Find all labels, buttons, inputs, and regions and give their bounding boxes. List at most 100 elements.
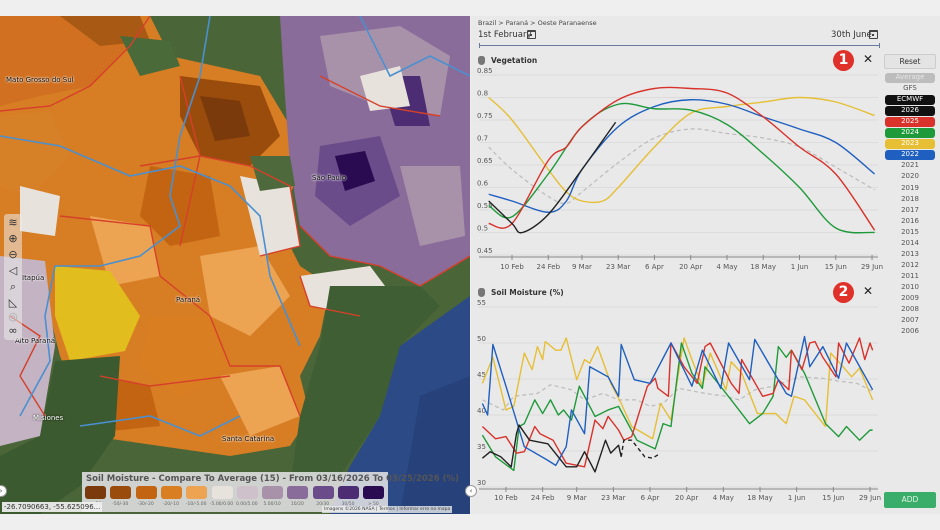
- start-date[interactable]: 1st February: [478, 30, 532, 40]
- y-tick-label: 0.5: [477, 225, 488, 233]
- x-tick-label: 10 Feb: [494, 494, 518, 502]
- vegetation-chart-header: Vegetation: [478, 56, 537, 65]
- zoom-in-icon[interactable]: ⊕: [8, 232, 18, 245]
- series-line-2026: [481, 424, 622, 473]
- series-toggle-2026[interactable]: 2026: [885, 106, 935, 116]
- x-tick-label: 6 Apr: [641, 494, 660, 502]
- y-tick-label: 0.8: [477, 90, 488, 98]
- drag-handle-icon[interactable]: [478, 56, 485, 65]
- series-toggle-2008[interactable]: 2008: [901, 305, 919, 314]
- series-line-2023: [488, 96, 875, 204]
- end-date[interactable]: 30th June: [831, 30, 872, 40]
- close-chart-button[interactable]: ✕: [863, 52, 874, 66]
- chart-panel: Brazil > Paraná > Oeste Paranaense 1st F…: [471, 16, 940, 514]
- x-tick-label: 10 Feb: [500, 263, 524, 271]
- layers-icon[interactable]: ≋: [8, 216, 18, 229]
- series-toggle-2014[interactable]: 2014: [901, 238, 919, 247]
- end-calendar-icon[interactable]: [869, 30, 878, 39]
- x-tick-label: 24 Feb: [531, 494, 555, 502]
- series-toggle-2012[interactable]: 2012: [901, 260, 919, 269]
- legend-label: 5.00/10: [263, 502, 281, 507]
- link-icon[interactable]: ∞: [8, 324, 18, 337]
- series-toggle-average[interactable]: Average: [885, 73, 935, 83]
- y-tick-label: 0.85: [477, 67, 493, 75]
- legend-label: 20/30: [316, 502, 330, 507]
- legend-swatch: [363, 486, 385, 499]
- close-chart-button[interactable]: ✕: [863, 284, 874, 298]
- zoom-out-icon[interactable]: ⊖: [8, 248, 18, 261]
- target-icon[interactable]: ◎: [8, 310, 18, 323]
- series-toggle-2015[interactable]: 2015: [901, 227, 919, 236]
- ruler-icon[interactable]: ◺: [8, 296, 18, 309]
- cursor-coordinates: -26.7090663, -55.625096...: [2, 502, 103, 512]
- legend-label: 0.00/5.00: [236, 502, 258, 507]
- series-toggle-2010[interactable]: 2010: [901, 282, 919, 291]
- legend-swatch: [338, 486, 359, 499]
- series-toggle-2023[interactable]: 2023: [885, 139, 935, 149]
- series-toggle-2006[interactable]: 2006: [901, 327, 919, 336]
- series-line-2024: [488, 102, 875, 234]
- series-line-2025: [481, 337, 874, 468]
- navigate-icon[interactable]: ◁: [8, 264, 18, 277]
- legend-swatch: [110, 486, 132, 499]
- series-toggle-2019[interactable]: 2019: [901, 183, 919, 192]
- series-toggle-2022[interactable]: 2022: [885, 150, 935, 160]
- x-tick-label: 29 Jun: [861, 263, 883, 271]
- drag-handle-icon[interactable]: [478, 288, 485, 297]
- x-tick-label: 15 Jun: [825, 263, 847, 271]
- y-tick-label: 30: [477, 479, 486, 487]
- x-tick-label: 23 Mar: [601, 494, 625, 502]
- map-label-alto-parana: Alto Paraná: [15, 337, 56, 345]
- series-line-average: [482, 376, 873, 411]
- series-toggle-2018[interactable]: 2018: [901, 194, 919, 203]
- series-line-average: [488, 128, 875, 205]
- legend-swatch: [262, 486, 284, 499]
- map-view[interactable]: Mato Grosso do Sul São Paulo Paraná Sant…: [0, 16, 470, 514]
- x-tick-label: 1 Jun: [791, 263, 809, 271]
- series-line-2026-forecast: [620, 439, 661, 459]
- legend-label: -50/-30: [112, 502, 129, 507]
- series-toggle-2009[interactable]: 2009: [901, 294, 919, 302]
- search-icon[interactable]: ⌕: [9, 280, 17, 293]
- x-tick-label: 18 May: [750, 263, 776, 271]
- y-tick-label: 0.7: [477, 135, 488, 143]
- map-label-santa-catarina: Santa Catarina: [222, 435, 275, 443]
- series-line-2022: [488, 99, 876, 213]
- map-label-sao-paulo: São Paulo: [312, 174, 347, 182]
- reset-button[interactable]: Reset: [884, 54, 936, 69]
- start-calendar-icon[interactable]: [527, 30, 536, 39]
- series-toggle-2024[interactable]: 2024: [885, 128, 935, 138]
- series-toggle-2013[interactable]: 2013: [901, 249, 919, 258]
- map-label-misiones: Misiones: [33, 414, 64, 422]
- date-range-slider[interactable]: [479, 43, 880, 48]
- y-tick-label: 35: [477, 443, 486, 451]
- add-button[interactable]: ADD: [884, 492, 936, 508]
- y-tick-label: 0.45: [477, 247, 493, 255]
- y-tick-label: 0.55: [477, 202, 493, 210]
- series-toggle-gfs[interactable]: GFS: [903, 84, 917, 93]
- series-toggle-2011[interactable]: 2011: [901, 271, 919, 280]
- series-toggle-ecmwf[interactable]: ECMWF: [885, 95, 935, 105]
- chart-title: Vegetation: [491, 56, 538, 65]
- legend-label: -20/-10: [162, 502, 179, 507]
- series-toggle-2020[interactable]: 2020: [901, 172, 919, 181]
- series-toggle-2016[interactable]: 2016: [901, 216, 919, 225]
- legend-swatch: [135, 486, 157, 499]
- series-toggle-2007[interactable]: 2007: [901, 316, 919, 325]
- legend-swatch: [85, 486, 106, 499]
- x-tick-label: 20 Apr: [675, 494, 698, 502]
- legend-swatch: [312, 486, 334, 499]
- x-tick-label: 15 Jun: [822, 494, 844, 502]
- series-toggle-2025[interactable]: 2025: [885, 117, 935, 127]
- collapse-panel-handle[interactable]: ‹: [465, 485, 477, 497]
- legend-label: -10/-5.00: [185, 502, 207, 507]
- chart-number-badge: 2: [833, 282, 854, 303]
- legend-swatch: [287, 486, 309, 499]
- series-toggle-2017[interactable]: 2017: [901, 205, 919, 214]
- breadcrumb: Brazil > Paraná > Oeste Paranaense: [478, 19, 597, 27]
- map-label-itapua: Itapúa: [22, 274, 45, 282]
- map-attribution[interactable]: Imagens ©2026 NASA | Termos | Informar e…: [322, 506, 453, 513]
- series-line-2026: [488, 121, 617, 234]
- series-toggle-2021[interactable]: 2021: [901, 161, 919, 170]
